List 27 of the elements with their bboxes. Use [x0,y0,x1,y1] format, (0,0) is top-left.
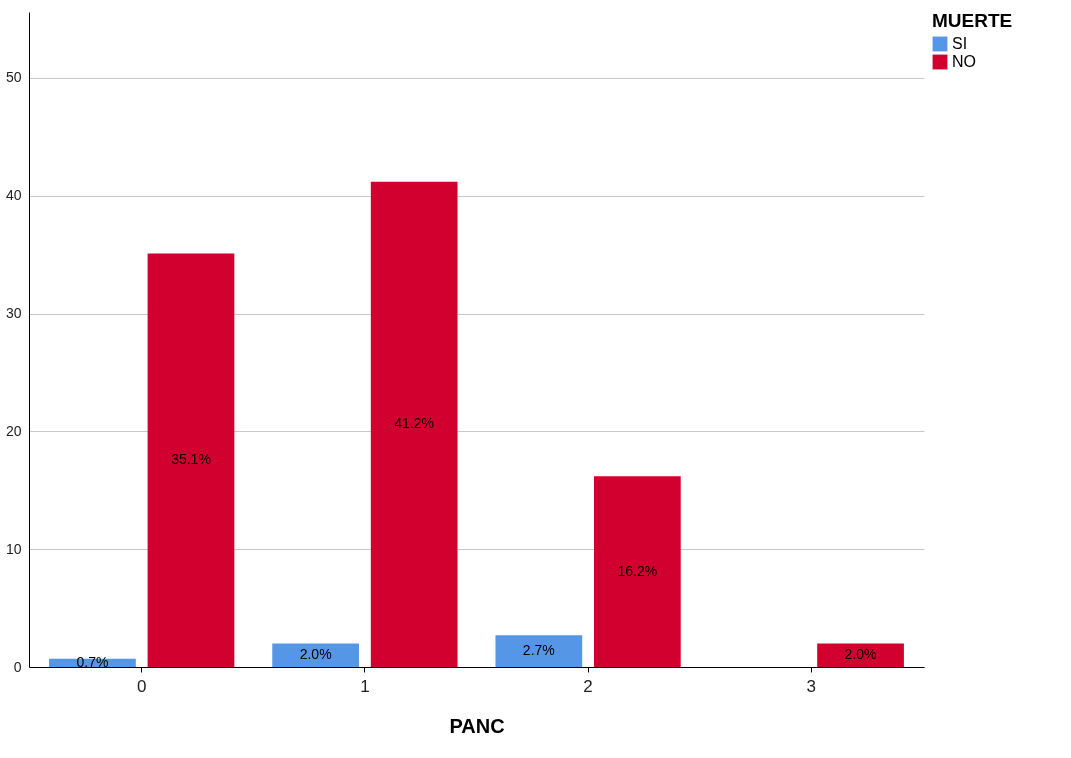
bar [495,635,583,667]
data-label: 35.1% [171,451,211,468]
legend-label: NO [952,53,976,70]
data-label: 16.2% [617,562,658,579]
data-label: 2.7% [522,642,555,659]
y-tick-label: 50 [5,69,22,86]
x-tick-label: 1 [360,676,370,696]
y-tick-label: 20 [5,422,22,439]
y-tick-label: 30 [5,305,22,322]
x-tick-label: 3 [806,676,817,696]
x-tick-label: 2 [583,676,593,696]
y-tick-label: 10 [5,540,22,557]
bar [370,181,458,667]
data-label: 2.0% [299,646,332,663]
data-label: 0.7% [76,653,109,670]
bar [272,643,359,667]
legend-label: SI [952,35,968,52]
legend-title: MUERTE [932,10,1013,31]
bar [817,643,904,667]
bar [594,476,681,667]
bar [147,253,235,667]
y-tick-label: 0 [13,658,22,675]
data-label: 2.0% [844,646,877,663]
x-tick-label: 0 [136,676,147,696]
data-label: 41.2% [394,415,435,432]
x-axis-title: PANC [449,714,505,737]
y-tick-label: 40 [5,187,22,204]
